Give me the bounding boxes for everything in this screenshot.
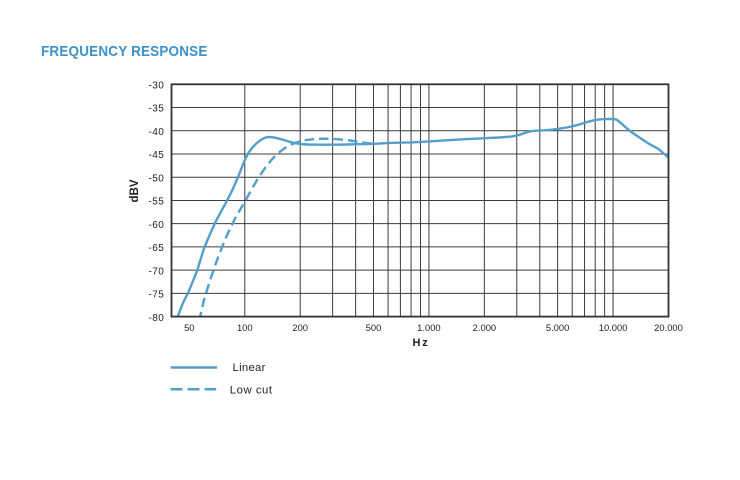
- svg-text:-35: -35: [148, 104, 164, 115]
- svg-text:-50: -50: [148, 173, 164, 184]
- svg-text:10.000: 10.000: [599, 322, 628, 333]
- svg-text:Hz: Hz: [413, 337, 429, 349]
- svg-text:200: 200: [292, 322, 308, 333]
- svg-text:-55: -55: [148, 197, 164, 208]
- svg-text:100: 100: [237, 322, 253, 333]
- svg-text:-70: -70: [148, 266, 164, 277]
- svg-text:20.000: 20.000: [654, 322, 683, 333]
- svg-text:5.000: 5.000: [546, 322, 569, 333]
- svg-text:-45: -45: [148, 150, 164, 161]
- svg-text:Low cut: Low cut: [230, 384, 273, 396]
- svg-text:dBV: dBV: [129, 179, 141, 202]
- svg-text:-40: -40: [148, 127, 164, 138]
- svg-text:1.000: 1.000: [417, 322, 440, 333]
- svg-text:-80: -80: [148, 313, 164, 324]
- svg-text:-75: -75: [148, 290, 164, 301]
- svg-text:Linear: Linear: [233, 362, 266, 374]
- svg-text:-65: -65: [148, 243, 164, 254]
- svg-text:-30: -30: [148, 81, 164, 92]
- svg-text:2.000: 2.000: [473, 322, 496, 333]
- svg-text:500: 500: [366, 322, 382, 333]
- svg-text:-60: -60: [148, 220, 164, 231]
- svg-text:50: 50: [184, 322, 194, 333]
